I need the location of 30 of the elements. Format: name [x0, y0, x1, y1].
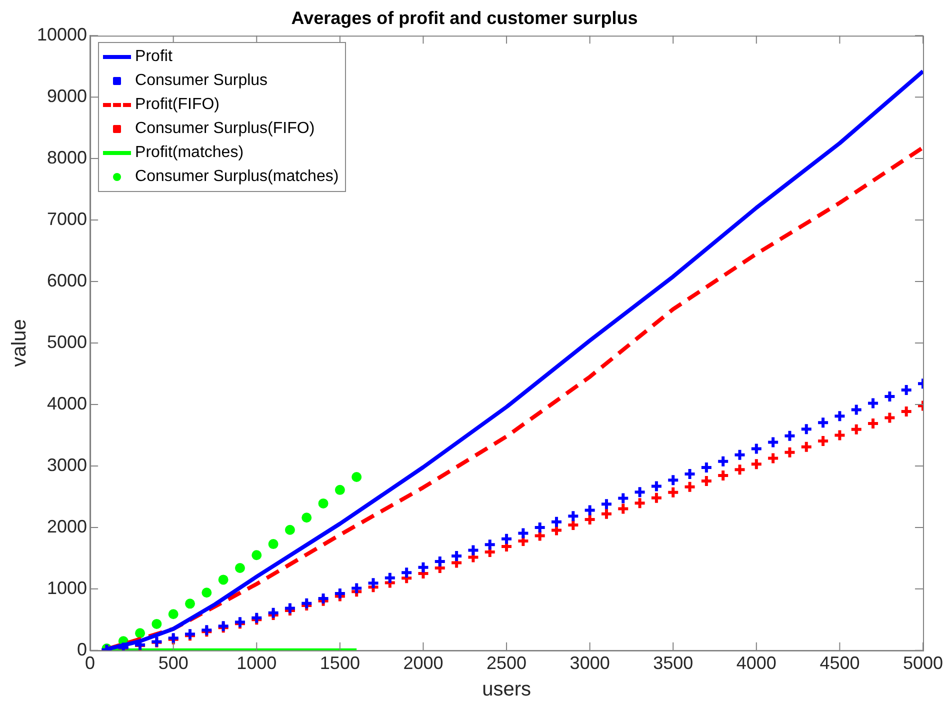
x-tick-label: 3000	[570, 653, 610, 674]
legend-label: Profit	[135, 46, 172, 67]
x-tick-label: 1000	[236, 653, 277, 674]
x-tick-label: 3500	[653, 653, 694, 674]
x-tick-label: 2000	[403, 653, 444, 674]
y-tick-label: 4000	[47, 393, 88, 414]
y-tick-label: 9000	[47, 86, 88, 106]
y-axis-title: value	[8, 319, 31, 367]
legend-label: Profit(FIFO)	[135, 94, 220, 115]
legend-label: Consumer Surplus(matches)	[135, 166, 339, 187]
y-tick-label: 0	[77, 639, 88, 660]
x-tick-label: 500	[158, 653, 188, 674]
y-tick-label: 8000	[47, 148, 88, 168]
y-tick-label: 1000	[47, 578, 88, 598]
legend-label: Consumer Surplus	[135, 70, 268, 91]
x-tick-label: 1500	[320, 653, 360, 674]
legend-label: Consumer Surplus(FIFO)	[135, 118, 315, 139]
y-tick-label: 2000	[47, 516, 88, 536]
y-tick-label: 10000	[36, 24, 88, 45]
x-tick-label: 2500	[486, 653, 527, 674]
y-tick-label: 3000	[47, 454, 88, 475]
x-tick-label: 5000	[902, 653, 944, 674]
x-tick-label: 4000	[736, 653, 776, 674]
x-axis-title: users	[482, 678, 531, 701]
x-tick-label: 4500	[820, 653, 860, 674]
legend-label: Profit(matches)	[135, 142, 244, 163]
y-tick-label: 6000	[47, 270, 88, 290]
y-tick-label: 5000	[47, 332, 88, 352]
chart-title: Averages of profit and customer surplus	[291, 8, 638, 28]
y-tick-label: 7000	[47, 209, 88, 230]
